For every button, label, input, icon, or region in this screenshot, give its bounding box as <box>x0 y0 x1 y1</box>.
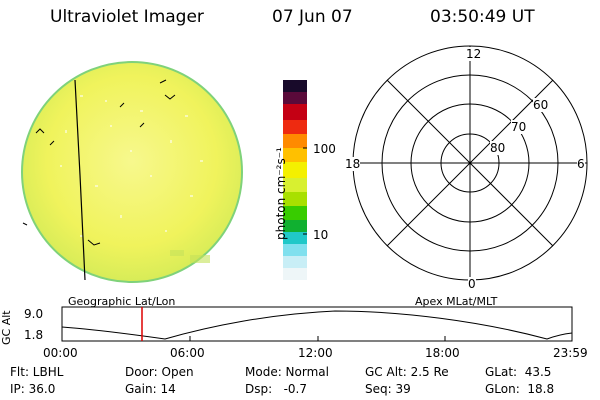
xtick-1800: 18:00 <box>425 346 460 360</box>
info-ip: IP: 36.0 <box>10 382 56 396</box>
altitude-curve <box>61 310 573 340</box>
info-filter: Flt: LBHL <box>10 365 64 379</box>
altitude-ytick-bottom: 1.8 <box>24 328 44 342</box>
info-gc-alt: GC Alt: 2.5 Re <box>365 365 449 379</box>
polar-plot <box>352 45 588 281</box>
info-dsp: Dsp: -0.7 <box>245 382 308 396</box>
xtick-0000: 00:00 <box>43 346 78 360</box>
polar-lat-70: 70 <box>511 120 527 134</box>
xtick-0600: 06:00 <box>170 346 205 360</box>
uv-earth-image <box>21 61 243 283</box>
info-gain: Gain: 14 <box>125 382 176 396</box>
info-seq: Seq: 39 <box>365 382 411 396</box>
caption-apex: Apex MLat/MLT <box>415 295 498 308</box>
altitude-timeline <box>61 306 573 342</box>
polar-label-18: 18 <box>345 157 361 171</box>
date-label: 07 Jun 07 <box>272 7 353 27</box>
polar-label-6: 6 <box>577 157 585 171</box>
xtick-2359: 23:59 <box>553 346 588 360</box>
colorbar-tick-10: 10 <box>313 228 329 242</box>
earth-disk <box>21 61 243 283</box>
altitude-axis-label: GC Alt <box>0 310 13 345</box>
colorbar-tick-100: 100 <box>313 142 336 156</box>
polar-label-12: 12 <box>466 47 482 61</box>
polar-label-0: 0 <box>468 277 476 291</box>
xtick-1200: 12:00 <box>298 346 333 360</box>
colorbar-unit-label: photon cm⁻²s⁻¹ <box>274 147 288 240</box>
coastline-marks <box>22 79 176 246</box>
meridian-line <box>74 79 86 281</box>
app-title: Ultraviolet Imager <box>50 7 204 27</box>
time-label: 03:50:49 UT <box>430 7 535 27</box>
info-glon: GLon: 18.8 <box>485 382 555 396</box>
polar-lat-60: 60 <box>533 98 549 112</box>
altitude-ytick-top: 9.0 <box>24 307 44 321</box>
polar-lat-80: 80 <box>490 141 506 155</box>
caption-geographic: Geographic Lat/Lon <box>68 295 176 308</box>
color-bar <box>283 80 307 280</box>
info-glat: GLat: 43.5 <box>485 365 552 379</box>
info-door: Door: Open <box>125 365 194 379</box>
info-mode: Mode: Normal <box>245 365 329 379</box>
image-speckle <box>60 95 203 237</box>
